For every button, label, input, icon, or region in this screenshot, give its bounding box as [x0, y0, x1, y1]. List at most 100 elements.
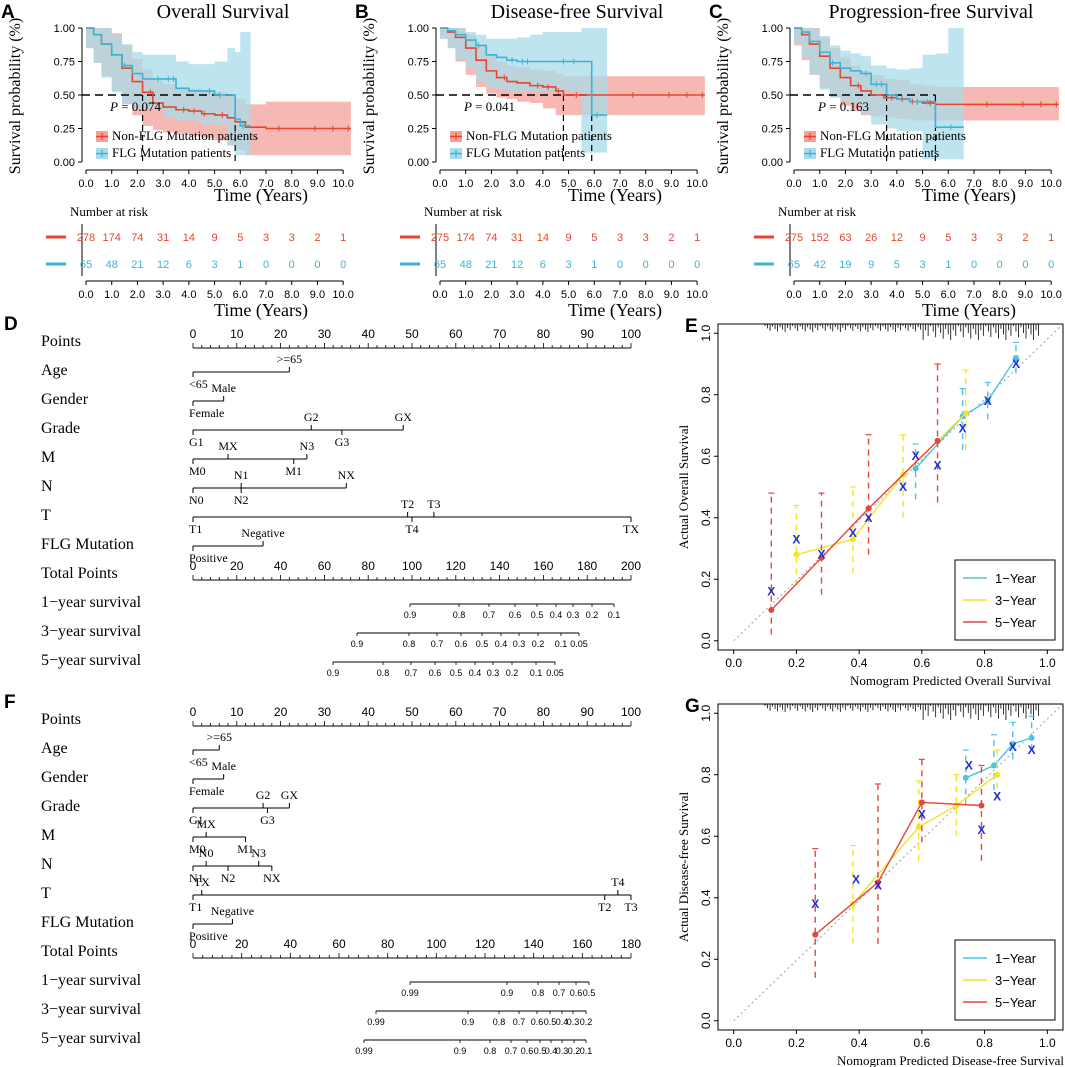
- nomogram-level-label: Male: [211, 381, 236, 395]
- calibration-point: [978, 802, 985, 809]
- risk-table-title: Number at risk: [424, 204, 502, 219]
- risk-count: 65: [80, 259, 92, 271]
- nomogram-survival-label: 0.3: [567, 1017, 580, 1027]
- nomogram-row-label: T: [41, 885, 51, 902]
- nomogram-row-label: 5−year survival: [41, 1030, 142, 1047]
- nomogram-survival-label: 0.8: [532, 988, 545, 998]
- y-tick-label: 0.75: [408, 57, 429, 69]
- y-tick-label: 0.00: [762, 157, 783, 169]
- nomogram-scale-label: 20: [274, 327, 288, 341]
- x-tick-label: 8.0: [638, 178, 653, 190]
- nomogram-level-label: T1: [189, 900, 202, 914]
- observed-marker: X: [849, 526, 857, 540]
- nomogram-survival-label: 0.8: [453, 610, 466, 620]
- ci-band-flg: [794, 28, 964, 160]
- nomogram-panel-f: F Points 0 10 20 30 40 50 60 70 80 90 100 Age <65 >=65 G…: [4, 692, 641, 1056]
- nomogram-row-label: Age: [41, 740, 68, 757]
- ci-band-flg: [86, 28, 251, 156]
- nomogram-scale-label: 60: [449, 705, 463, 719]
- nomogram-scale-label: 140: [524, 937, 544, 951]
- y-tick-label: 0.4: [699, 889, 713, 906]
- x-tick-label: 2.0: [130, 178, 145, 190]
- x-axis-label: Time (Years): [922, 185, 1016, 206]
- risk-count: 3: [643, 232, 649, 244]
- observed-marker: X: [1009, 740, 1017, 754]
- nomogram-survival-label: 0.2: [532, 639, 545, 649]
- x-tick-label: 3.0: [509, 178, 524, 190]
- risk-count: 0: [668, 259, 674, 271]
- risk-count: 3: [997, 232, 1003, 244]
- calibration-point: [962, 410, 969, 417]
- nomogram-level-label: G2: [304, 410, 319, 424]
- nomogram-level-label: TX: [194, 875, 210, 889]
- km-panel-a: A Overall Survival0.000.250.500.751.000.0…: [1, 1, 354, 321]
- x-tick-label: 0.2: [788, 1036, 805, 1050]
- x-tick-label: 1.0: [458, 289, 473, 301]
- nomogram-row-label: 1−year survival: [41, 594, 142, 611]
- risk-count: 174: [103, 232, 121, 244]
- calibration-point: [849, 536, 856, 543]
- nomogram-level-label: N3: [300, 439, 315, 453]
- nomogram-row-label: FLG Mutation: [41, 914, 134, 931]
- nomogram-survival-label: 0.9: [327, 668, 340, 678]
- nomogram-row-label: Points: [41, 711, 81, 728]
- risk-count: 26: [865, 232, 877, 244]
- nomogram-survival-label: 0.05: [570, 639, 588, 649]
- x-tick-label: 10.0: [686, 178, 707, 190]
- nomogram-level-label: MX: [196, 817, 216, 831]
- nomogram-level-label: NX: [338, 468, 356, 482]
- observed-marker: X: [811, 897, 819, 911]
- risk-count: 31: [157, 232, 169, 244]
- nomogram-scale-label: 50: [405, 705, 419, 719]
- nomogram-row-label: Age: [41, 362, 68, 379]
- nomogram-level-label: G3: [260, 813, 275, 827]
- nomogram-survival-label: 0.7: [431, 639, 444, 649]
- y-tick-label: 0.50: [408, 90, 429, 102]
- nomogram-survival-label: 0.3: [487, 668, 500, 678]
- y-tick-label: 0.75: [54, 57, 75, 69]
- risk-count: 1: [340, 232, 346, 244]
- x-tick-label: 0.8: [976, 1036, 993, 1050]
- nomogram-level-label: N2: [234, 493, 249, 507]
- nomogram-level-label: Female: [189, 784, 224, 798]
- x-tick-label: 6.0: [941, 178, 956, 190]
- y-tick-label: 0.25: [54, 124, 75, 136]
- observed-marker: X: [959, 422, 967, 436]
- p-value: P = 0.163: [817, 99, 869, 114]
- nomogram-level-label: N1: [189, 871, 204, 885]
- risk-count: 74: [485, 232, 497, 244]
- risk-count: 2: [1022, 232, 1028, 244]
- y-tick-label: 0.2: [699, 951, 713, 968]
- nomogram-level-label: G1: [189, 435, 204, 449]
- y-tick-label: 0.2: [699, 571, 713, 588]
- nomogram-level-label: Female: [189, 406, 224, 420]
- nomogram-row-label: Gender: [41, 391, 89, 408]
- x-tick-label: 8.0: [284, 289, 299, 301]
- risk-count: 0: [643, 259, 649, 271]
- nomogram-survival-label: 0.2: [580, 1017, 593, 1027]
- p-value-text: = 0.074: [118, 99, 162, 114]
- nomogram-level-label: G3: [335, 435, 350, 449]
- risk-x-axis-label: Time (Years): [568, 300, 662, 321]
- x-tick-label: 8.0: [992, 178, 1007, 190]
- panel-letter-g: G: [685, 696, 700, 717]
- x-tick-label: 5.0: [915, 289, 930, 301]
- x-tick-label: 1.0: [458, 178, 473, 190]
- risk-count: 0: [340, 259, 346, 271]
- nomogram-survival-label: 0.5: [450, 668, 463, 678]
- x-tick-label: 4.0: [889, 289, 904, 301]
- x-tick-label: 5.0: [561, 289, 576, 301]
- risk-count: 42: [814, 259, 826, 271]
- y-tick-label: 1.00: [762, 23, 783, 35]
- x-tick-label: 1.0: [104, 178, 119, 190]
- legend-label: Non-FLG Mutation patients: [466, 128, 612, 143]
- nomogram-row-label: Gender: [41, 769, 89, 786]
- nomogram-level-label: Negative: [241, 526, 284, 540]
- risk-count: 0: [971, 259, 977, 271]
- x-axis-label: Nomogram Predicted Disease-free Survival: [837, 1053, 1064, 1067]
- nomogram-survival-label: 0.8: [484, 1046, 497, 1056]
- nomogram-row-label: Total Points: [41, 943, 118, 960]
- risk-count: 1: [1048, 232, 1054, 244]
- nomogram-survival-label: 0.99: [355, 1046, 373, 1056]
